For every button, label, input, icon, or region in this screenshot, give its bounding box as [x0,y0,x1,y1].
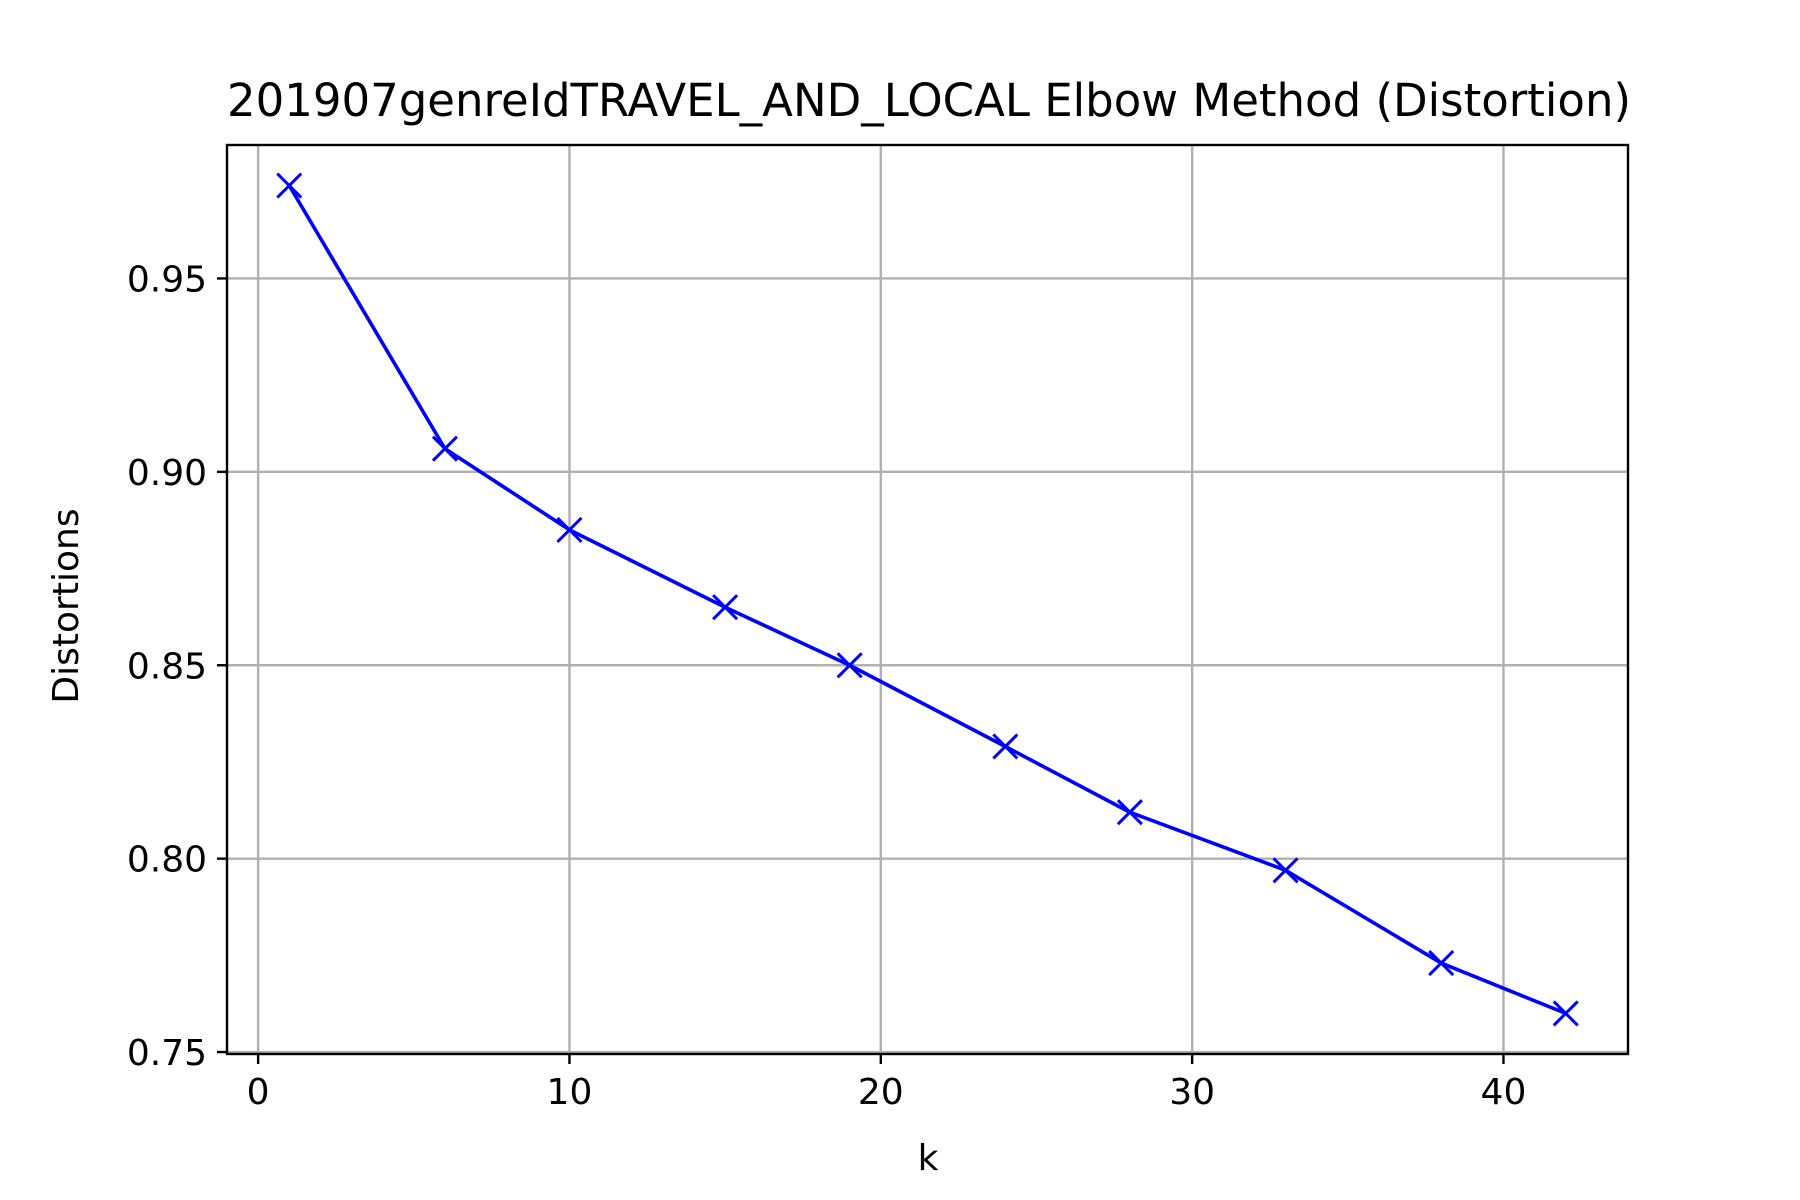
marker-stroke [431,435,458,462]
axes-layer [225,143,1630,1056]
data-point-marker [1116,799,1143,826]
grid-layer [227,145,1628,1054]
data-point-marker [1552,1000,1579,1027]
x-tick-label: 30 [1169,1072,1215,1113]
data-point-marker [276,172,303,199]
marker-stroke [1428,950,1455,977]
y-tick-label: 0.80 [127,840,207,881]
series-line [287,184,1567,1016]
series-layer [276,172,1579,1027]
marker-stroke [712,594,739,621]
data-point-marker [1428,950,1455,977]
data-point-marker [1272,857,1299,884]
data-point-marker [836,652,863,679]
marker-stroke [836,652,863,679]
data-point-marker [712,594,739,621]
x-axis-label: k [918,1138,939,1179]
marker-stroke [556,516,583,543]
marker-stroke [1272,857,1299,884]
marker-stroke [276,172,303,199]
ticks-layer: 0 10 20 30 40 0.75 0.80 0.85 0.90 0.95 [127,259,1527,1113]
data-point-marker [556,516,583,543]
y-tick-label: 0.95 [127,259,207,300]
y-tick-label: 0.85 [127,646,207,687]
data-point-marker [431,435,458,462]
y-axis-label: Distortions [46,508,87,703]
x-tick-label: 10 [547,1072,593,1113]
data-point-marker [992,733,1019,760]
marker-stroke [992,733,1019,760]
marker-stroke [1552,1000,1579,1027]
y-tick-label: 0.75 [127,1033,207,1074]
y-tick-label: 0.90 [127,453,207,494]
x-tick-label: 20 [858,1072,904,1113]
x-tick-label: 40 [1481,1072,1527,1113]
marker-stroke [1116,799,1143,826]
x-tick-label: 0 [247,1072,270,1113]
chart-title: 201907genreIdTRAVEL_AND_LOCAL Elbow Meth… [227,74,1631,127]
plot-frame [225,143,1630,1056]
